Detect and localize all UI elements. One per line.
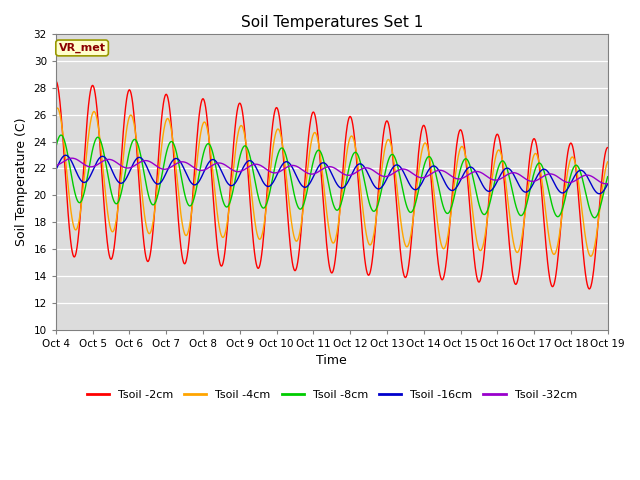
Tsoil -32cm <box>492 177 500 183</box>
Tsoil -2cm <box>586 286 593 292</box>
Tsoil -4cm <box>206 143 214 149</box>
Tsoil -8cm <box>604 174 612 180</box>
Tsoil -4cm <box>604 159 612 165</box>
Line: Tsoil -32cm: Tsoil -32cm <box>56 158 608 184</box>
Title: Soil Temperatures Set 1: Soil Temperatures Set 1 <box>241 15 423 30</box>
Tsoil -8cm <box>52 144 60 150</box>
Tsoil -4cm <box>360 215 367 220</box>
Tsoil -4cm <box>492 152 500 157</box>
Tsoil -16cm <box>206 158 214 164</box>
Tsoil -8cm <box>591 215 598 221</box>
Tsoil -2cm <box>604 144 612 150</box>
Tsoil -16cm <box>52 167 60 173</box>
Tsoil -32cm <box>348 172 356 178</box>
Tsoil -16cm <box>604 181 612 187</box>
Line: Tsoil -4cm: Tsoil -4cm <box>56 108 608 256</box>
Tsoil -32cm <box>604 181 612 187</box>
Tsoil -8cm <box>57 132 65 138</box>
Line: Tsoil -16cm: Tsoil -16cm <box>56 155 608 194</box>
Tsoil -8cm <box>348 155 356 160</box>
Tsoil -2cm <box>52 78 60 84</box>
Tsoil -32cm <box>206 164 214 170</box>
Tsoil -16cm <box>571 173 579 179</box>
Tsoil -8cm <box>360 175 367 181</box>
Tsoil -2cm <box>348 116 355 122</box>
Tsoil -16cm <box>492 180 500 186</box>
Tsoil -32cm <box>602 181 610 187</box>
Tsoil -32cm <box>68 156 76 161</box>
Tsoil -16cm <box>360 164 367 169</box>
X-axis label: Time: Time <box>316 354 347 367</box>
Tsoil -32cm <box>571 178 579 184</box>
Tsoil -8cm <box>206 142 214 148</box>
Line: Tsoil -8cm: Tsoil -8cm <box>56 135 608 218</box>
Tsoil -16cm <box>595 191 603 197</box>
Tsoil -2cm <box>570 152 578 157</box>
Tsoil -2cm <box>492 133 500 139</box>
Y-axis label: Soil Temperature (C): Soil Temperature (C) <box>15 118 28 246</box>
Tsoil -4cm <box>54 105 61 111</box>
Tsoil -4cm <box>571 157 579 163</box>
Tsoil -32cm <box>360 165 367 171</box>
Tsoil -4cm <box>348 133 356 139</box>
Tsoil -16cm <box>62 152 70 158</box>
Tsoil -8cm <box>492 172 500 178</box>
Tsoil -2cm <box>360 245 367 251</box>
Tsoil -32cm <box>52 163 60 168</box>
Tsoil -2cm <box>206 145 214 151</box>
Text: VR_met: VR_met <box>59 43 106 53</box>
Legend: Tsoil -2cm, Tsoil -4cm, Tsoil -8cm, Tsoil -16cm, Tsoil -32cm: Tsoil -2cm, Tsoil -4cm, Tsoil -8cm, Tsoi… <box>83 385 581 405</box>
Tsoil -2cm <box>555 245 563 251</box>
Tsoil -8cm <box>571 163 579 169</box>
Tsoil -32cm <box>556 175 563 180</box>
Tsoil -4cm <box>587 253 595 259</box>
Tsoil -4cm <box>556 234 563 240</box>
Line: Tsoil -2cm: Tsoil -2cm <box>56 81 608 289</box>
Tsoil -16cm <box>556 188 563 194</box>
Tsoil -16cm <box>348 171 356 177</box>
Tsoil -8cm <box>556 213 563 219</box>
Tsoil -4cm <box>52 107 60 113</box>
